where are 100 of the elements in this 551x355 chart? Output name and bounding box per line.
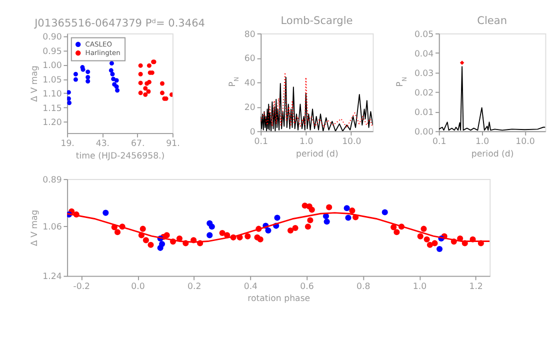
point	[110, 72, 115, 76]
point	[158, 241, 166, 248]
point	[143, 86, 148, 91]
point	[73, 77, 78, 82]
y-tick-label: 40	[244, 78, 256, 89]
point	[114, 229, 121, 236]
point	[308, 206, 315, 213]
x-tick-label: 91.	[166, 139, 180, 149]
point	[206, 232, 213, 238]
x-tick-label: -0.2	[73, 282, 90, 292]
chart-title: Clean	[477, 14, 508, 27]
point	[390, 224, 397, 230]
point	[324, 218, 330, 225]
y-tick-label: 0.01	[414, 108, 434, 118]
point	[219, 230, 226, 236]
x-tick-label: 43.	[96, 139, 110, 149]
point	[109, 61, 114, 66]
y-axis-title: Δ V mag	[30, 66, 40, 102]
point	[138, 80, 143, 86]
point	[424, 236, 430, 242]
y-tick-label: 1.00	[42, 61, 62, 72]
point	[160, 90, 164, 96]
point	[432, 240, 438, 246]
point	[257, 236, 264, 242]
point	[86, 79, 90, 84]
x-tick-label: 1.0	[475, 137, 490, 148]
point	[143, 92, 148, 97]
x-tick-label: 0.4	[244, 282, 258, 292]
point	[344, 205, 350, 212]
x-tick-label: 0.2	[187, 282, 202, 292]
point	[274, 214, 280, 221]
y-tick-label: 0.89	[42, 175, 62, 186]
y-tick-label: 0.05	[414, 30, 434, 40]
point	[208, 224, 215, 230]
y-tick-label: 0.04	[414, 49, 434, 60]
x-tick-label: 67.	[130, 139, 145, 149]
y-tick-label: 80	[244, 30, 256, 40]
x-axis-title: time (HJD-2456958.)	[76, 151, 165, 162]
y-tick-label: 20	[244, 103, 256, 114]
point	[382, 209, 388, 216]
y-tick-label: 1.24	[42, 272, 62, 282]
point	[138, 63, 143, 68]
y-tick-label: 1.06	[42, 222, 62, 232]
y-tick-label: 1.10	[42, 90, 62, 100]
point	[148, 242, 154, 248]
point	[417, 233, 424, 240]
point	[307, 217, 314, 224]
y-axis-title: Δ V mag	[30, 210, 40, 246]
point	[67, 96, 71, 101]
point	[138, 72, 143, 76]
y-tick-label: 60	[244, 54, 256, 64]
y-tick-label: 0.00	[414, 128, 434, 138]
x-tick-label: 1.0	[412, 282, 427, 292]
point	[292, 224, 298, 232]
x-tick-label: 10.0	[516, 137, 535, 148]
x-tick-label: 10.0	[342, 137, 362, 148]
point	[115, 88, 120, 93]
point	[436, 246, 443, 252]
point	[86, 75, 90, 80]
point	[394, 229, 400, 236]
point	[73, 72, 78, 76]
point	[146, 63, 152, 68]
x-tick-label: 1.2	[469, 282, 483, 292]
point	[265, 227, 272, 234]
point	[304, 224, 311, 230]
x-tick-label: 19.	[60, 139, 74, 149]
point	[244, 233, 251, 240]
x-tick-label: 0.8	[356, 282, 370, 292]
x-tick-label: 0.1	[432, 137, 446, 148]
point	[349, 208, 356, 214]
point	[140, 226, 146, 232]
point	[114, 78, 119, 83]
y-tick-label: 0.90	[42, 32, 62, 43]
y-tick-label: 1.15	[42, 104, 62, 114]
point	[345, 214, 352, 221]
point	[67, 90, 71, 95]
y-tick-label: 0.03	[414, 68, 434, 79]
point	[420, 226, 427, 232]
y-tick-label: 0.95	[42, 46, 62, 57]
point	[108, 68, 114, 73]
chart-title: J01365516-0647379 Pᵈ= 0.3464	[34, 18, 206, 30]
point	[160, 81, 164, 86]
x-tick-label: 0.0	[131, 282, 145, 292]
x-axis-title: period (d)	[296, 150, 338, 160]
x-axis-title: period (d)	[471, 150, 514, 160]
y-tick-label: 0	[250, 128, 256, 138]
y-tick-label: 1.05	[42, 75, 62, 86]
chart-title: Lomb-Scargle	[280, 14, 353, 27]
x-tick-label: 0.1	[254, 137, 268, 148]
point	[287, 227, 294, 234]
point	[326, 204, 332, 210]
y-tick-label: 1.20	[42, 118, 62, 128]
point	[146, 89, 151, 94]
point	[138, 90, 143, 96]
point	[102, 210, 109, 216]
point	[426, 242, 433, 248]
point	[164, 232, 170, 238]
x-axis-title: rotation phase	[248, 294, 310, 304]
point	[67, 100, 72, 106]
point	[142, 237, 149, 244]
